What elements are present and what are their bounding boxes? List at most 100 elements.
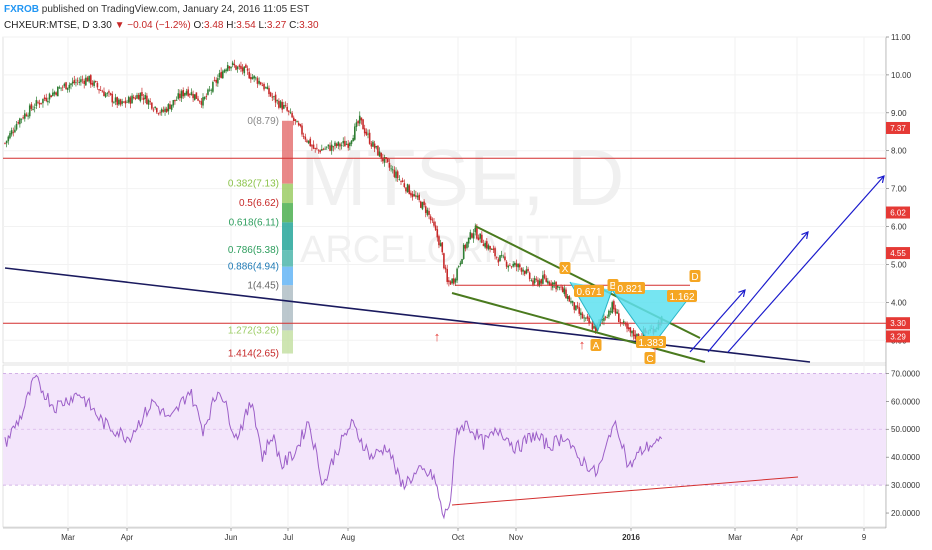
date-tick-label: Apr <box>791 533 804 542</box>
candle-body <box>12 131 15 133</box>
candle-body <box>86 77 89 82</box>
candle-body <box>118 99 120 105</box>
candle-body <box>400 181 402 182</box>
fib-band <box>282 203 293 223</box>
candle-body <box>530 280 533 281</box>
trend-drawings[interactable]: ↑ ↑ ↑ <box>3 157 886 506</box>
fib-level-label: 0.786(5.38) <box>228 245 279 256</box>
pattern-point-label: A <box>593 341 600 352</box>
candle-body <box>457 266 460 268</box>
author-link[interactable]: FXROB <box>4 4 39 15</box>
candle-body <box>240 65 242 69</box>
pattern-point-label: D <box>691 272 698 283</box>
candle-body <box>25 114 28 117</box>
candle-body <box>37 101 39 103</box>
symbol-label[interactable]: CHXEUR:MTSE, D <box>4 20 90 31</box>
candle-body <box>415 195 417 197</box>
candle-body <box>401 180 404 183</box>
candle-body <box>98 89 100 91</box>
candle-body <box>352 138 354 142</box>
candle-body <box>124 100 127 104</box>
fibonacci-retracement[interactable]: 0(8.79) 0.382(7.13) 0.5(6.62) 0.618(6.11) 0.… <box>228 116 293 360</box>
candle-body <box>439 243 442 247</box>
candle-body <box>109 93 112 95</box>
candle-body <box>154 106 156 109</box>
candle-body <box>274 94 277 103</box>
candle-body <box>256 78 259 84</box>
candle-body <box>220 71 222 78</box>
candle-body <box>30 104 33 109</box>
candle-body <box>446 269 448 282</box>
candle-body <box>243 66 246 74</box>
candle-body <box>248 71 250 79</box>
candle-body <box>373 143 376 149</box>
candle-body <box>481 234 483 243</box>
candle-body <box>583 317 585 319</box>
candle-body <box>283 105 285 109</box>
candle-body <box>486 241 488 249</box>
fib-level-label: 0.886(4.94) <box>228 262 279 273</box>
candle-body <box>533 278 536 284</box>
candle-body <box>309 138 312 147</box>
price-badge <box>886 121 910 134</box>
candle-body <box>195 92 198 99</box>
candle-body <box>174 99 176 102</box>
candle-body <box>566 296 569 299</box>
candle-body <box>570 301 572 303</box>
candle-body <box>619 322 622 323</box>
candle-body <box>271 96 274 98</box>
candle-body <box>38 102 41 105</box>
candle-body <box>114 97 117 102</box>
watermark-main: MTSE, D <box>300 133 624 222</box>
candle-body <box>193 94 196 100</box>
rsi-series <box>4 374 663 520</box>
candle-body <box>101 91 104 93</box>
fib-band <box>282 183 293 204</box>
fib-band <box>282 266 293 286</box>
candle-body <box>495 256 498 258</box>
harmonic-pattern[interactable]: X A B C D 0.671 0.821 1.162 1.383 <box>559 262 701 365</box>
candle-body <box>618 313 620 323</box>
candle-body <box>246 68 249 71</box>
date-tick-label: Nov <box>509 533 523 542</box>
candle-body <box>276 100 279 102</box>
price-tick-label: 7.00 <box>891 185 907 194</box>
candle-body <box>396 171 399 179</box>
candle-body <box>312 144 315 149</box>
candle-body <box>609 311 612 313</box>
candle-body <box>330 144 333 151</box>
candle-body <box>141 92 143 96</box>
candle-body <box>424 206 427 213</box>
fib-band <box>282 120 293 184</box>
candle-body <box>165 108 168 112</box>
candle-body <box>142 97 145 100</box>
candle-body <box>255 77 257 79</box>
candle-body <box>380 152 382 159</box>
candle-body <box>378 151 381 157</box>
candle-body <box>190 92 193 96</box>
candle-body <box>279 101 282 108</box>
candle-body <box>601 319 604 321</box>
candle-body <box>75 82 77 84</box>
candle-body <box>603 317 605 321</box>
candle-body <box>33 107 36 109</box>
candle-body <box>58 87 61 89</box>
candle-body <box>35 100 38 107</box>
candle-body <box>345 143 348 145</box>
candle-body <box>212 82 214 92</box>
candle-body <box>251 77 254 80</box>
candle-body <box>119 99 122 105</box>
candle-body <box>449 281 452 285</box>
candlestick-series <box>4 59 663 343</box>
candle-body <box>278 100 280 108</box>
candle-body <box>431 219 434 221</box>
fib-band <box>282 285 293 331</box>
candle-body <box>301 125 303 135</box>
projection-arrow <box>707 231 809 353</box>
candle-body <box>462 244 465 259</box>
rsi-tick-label: 30.0000 <box>891 481 920 490</box>
candle-body <box>317 149 320 151</box>
candle-body <box>134 97 137 100</box>
candle-body <box>113 102 115 104</box>
